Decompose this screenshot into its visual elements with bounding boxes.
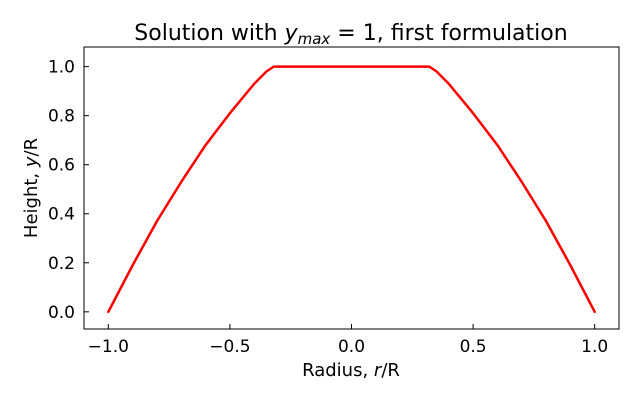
y-axis-label: Height, y/R xyxy=(21,138,42,238)
y-axis-label-var: y xyxy=(21,156,42,168)
title-math-var: y xyxy=(284,21,299,46)
series-lines xyxy=(107,65,596,314)
y-tick-label: 0.6 xyxy=(48,156,75,176)
x-tick-label: 0.0 xyxy=(338,337,365,357)
y-axis-label-text: Height, xyxy=(21,167,42,238)
x-tick-label: 1.0 xyxy=(581,337,608,357)
x-tick-label: −1.0 xyxy=(88,337,129,357)
x-axis-label-text: Radius, xyxy=(302,360,374,381)
y-axis-label-rest: /R xyxy=(21,138,42,157)
y-tick-label: 0.8 xyxy=(48,107,75,127)
y-tick-label: 1.0 xyxy=(48,58,75,78)
title-math-sub: max xyxy=(298,30,331,48)
x-axis-label-var: r xyxy=(374,360,383,381)
axis-ticks: −1.0 −0.5 0.0 0.5 1.0 0.0 0.2 0.4 0.6 0.8 1.0 xyxy=(48,58,608,357)
title-prefix: Solution with xyxy=(134,21,284,46)
y-tick-label: 0.0 xyxy=(48,303,75,323)
title-suffix: , first formulation xyxy=(377,21,568,46)
plot-area-frame xyxy=(83,46,620,330)
title-math-rest: = 1 xyxy=(330,21,376,46)
x-tick-label: −0.5 xyxy=(209,337,250,357)
x-axis-label-rest: /R xyxy=(381,360,400,381)
series-line xyxy=(107,65,596,314)
chart-title: Solution with ymax = 1, first formulatio… xyxy=(134,21,567,48)
x-axis-label: Radius, r/R xyxy=(302,360,400,381)
x-tick-label: 0.5 xyxy=(460,337,487,357)
y-tick-label: 0.4 xyxy=(48,205,75,225)
y-tick-label: 0.2 xyxy=(48,254,75,274)
